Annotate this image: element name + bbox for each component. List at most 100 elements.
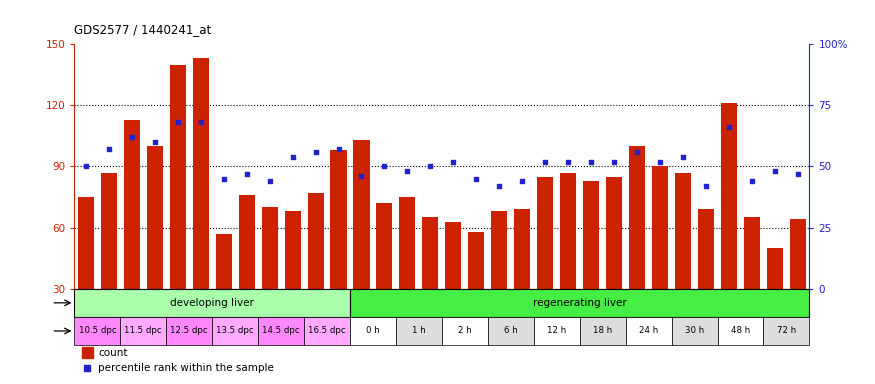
Point [699,183,713,189]
Point [424,164,438,170]
Point [125,134,139,140]
Bar [766,248,783,350]
Point [630,149,644,155]
Text: 30 h: 30 h [685,326,704,336]
Text: GDS2577 / 1440241_at: GDS2577 / 1440241_at [74,23,212,36]
Bar [675,172,691,350]
Bar [239,195,255,350]
Bar [213,317,258,345]
Text: count: count [98,348,128,358]
Point [193,119,207,126]
Bar [744,217,760,350]
Point [722,124,736,131]
Point [584,159,598,165]
Point [102,146,116,152]
Bar [215,234,232,350]
Bar [101,172,117,350]
Text: 14.5 dpc: 14.5 dpc [262,326,300,336]
Bar [468,232,485,350]
Text: 1 h: 1 h [412,326,426,336]
Bar [166,317,213,345]
Bar [74,317,121,345]
Bar [583,181,599,350]
Text: 12 h: 12 h [547,326,566,336]
Point [285,154,299,160]
Point [745,178,759,184]
Text: regenerating liver: regenerating liver [533,298,626,308]
Point [791,171,805,177]
Text: 10.5 dpc: 10.5 dpc [79,326,116,336]
Bar [350,317,396,345]
Point [676,154,690,160]
Bar [491,211,508,350]
Bar [488,317,534,345]
Text: 13.5 dpc: 13.5 dpc [216,326,254,336]
Bar [445,222,461,350]
Point [607,159,621,165]
Point [493,183,507,189]
Point [309,149,323,155]
Point [768,168,782,174]
Bar [442,317,488,345]
Bar [672,317,718,345]
Bar [147,146,163,350]
Bar [350,289,809,317]
Bar [606,177,622,350]
Point [332,146,346,152]
Text: 24 h: 24 h [639,326,658,336]
Point [561,159,575,165]
Bar [354,140,369,350]
Point [401,168,415,174]
Bar [718,317,763,345]
Text: 11.5 dpc: 11.5 dpc [124,326,162,336]
Bar [534,317,580,345]
Text: percentile rank within the sample: percentile rank within the sample [98,363,274,373]
Point [354,173,368,179]
Bar [376,203,393,350]
Point [240,171,254,177]
Bar [81,347,93,358]
Bar [78,197,94,350]
Bar [331,150,346,350]
Bar [262,207,277,350]
Bar [698,209,714,350]
Point [217,175,231,182]
Bar [721,103,737,350]
Bar [121,317,166,345]
Point [148,139,162,145]
Text: 2 h: 2 h [458,326,472,336]
Bar [304,317,350,345]
Bar [514,209,530,350]
Point [538,159,552,165]
Text: 48 h: 48 h [731,326,750,336]
Bar [123,119,140,350]
Point [79,164,93,170]
Bar [192,58,209,350]
Bar [580,317,626,345]
Point [262,178,276,184]
Bar [307,193,324,350]
Text: 72 h: 72 h [777,326,796,336]
Bar [170,65,186,350]
Point [377,164,391,170]
Text: 16.5 dpc: 16.5 dpc [308,326,346,336]
Text: 6 h: 6 h [504,326,518,336]
Bar [790,220,806,350]
Text: developing liver: developing liver [171,298,254,308]
Point [446,159,460,165]
Point [515,178,529,184]
Point [171,119,185,126]
Point [469,175,483,182]
Bar [258,317,304,345]
Bar [399,197,416,350]
Bar [652,167,668,350]
Text: 0 h: 0 h [366,326,380,336]
Bar [396,317,442,345]
Bar [560,172,577,350]
Text: 18 h: 18 h [593,326,612,336]
Bar [626,317,672,345]
Point [80,365,94,371]
Bar [763,317,809,345]
Bar [537,177,553,350]
Text: 12.5 dpc: 12.5 dpc [171,326,208,336]
